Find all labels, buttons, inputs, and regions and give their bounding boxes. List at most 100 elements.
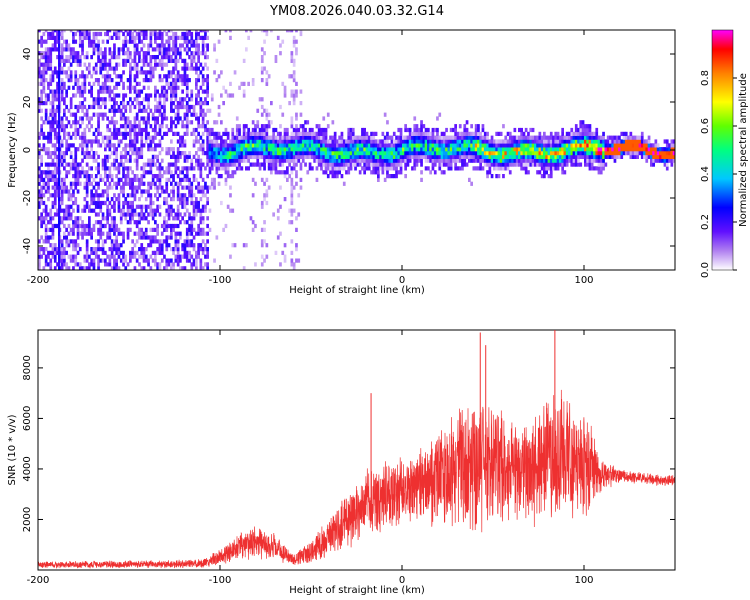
heatmap-cell [579,154,583,159]
heatmap-cell [101,239,105,244]
heatmap-cell [624,131,628,136]
heatmap-cell [518,151,521,156]
heatmap-cell [301,154,305,159]
heatmap-cell [158,43,162,48]
heatmap-cell [115,35,118,40]
heatmap-cell [38,58,41,63]
heatmap-cell [190,35,194,40]
heatmap-cell [254,147,257,152]
heatmap-cell [90,247,93,252]
heatmap-cell [217,104,221,110]
heatmap-cell [115,81,118,86]
heatmap-cell [44,239,48,244]
heatmap-cell [260,162,264,167]
heatmap-cell [165,47,169,52]
heatmap-cell [372,166,376,171]
heatmap-cell [201,204,205,209]
heatmap-cell [129,35,132,40]
heatmap-cell [172,66,175,71]
heatmap-cell [188,181,191,186]
heatmap-cell [85,185,89,190]
heatmap-cell [42,250,46,255]
heatmap-cell [584,143,587,148]
heatmap-cell [201,143,205,148]
heatmap-cell [477,127,480,133]
heatmap-cell [590,162,594,167]
heatmap-cell [197,120,200,125]
heatmap-cell [254,135,257,140]
heatmap-cell [106,235,109,240]
heatmap-cell [588,151,592,156]
heatmap-cell [190,254,194,259]
heatmap-cell [83,62,87,67]
heatmap-cell [611,135,614,140]
heatmap-cell [124,30,128,33]
heatmap-cell [247,147,250,152]
heatmap-cell [354,166,357,171]
heatmap-cell [83,131,87,136]
heatmap-cell [49,74,53,79]
heatmap-cell [81,70,84,75]
heatmap-cell [361,154,364,159]
heatmap-cell [63,216,66,221]
heatmap-cell [85,162,89,167]
heatmap-cell [69,204,73,209]
heatmap-cell [283,174,287,179]
heatmap-cell [51,185,55,190]
heatmap-cell [67,239,71,244]
heatmap-cell [135,81,139,86]
heatmap-cell [170,197,173,202]
heatmap-cell [44,174,48,179]
heatmap-cell [129,181,132,186]
heatmap-cell [645,143,649,148]
heatmap-cell [58,120,61,125]
heatmap-cell [65,266,68,270]
heatmap-cell [670,151,674,156]
heatmap-cell [226,204,230,209]
heatmap-cell [44,181,48,186]
heatmap-cell [94,166,98,171]
heatmap-cell [142,254,146,259]
heatmap-cell [104,143,107,148]
heatmap-cell [165,81,169,86]
heatmap-cell [195,158,198,163]
heatmap-cell [85,181,89,186]
heatmap-cell [151,212,155,217]
heatmap-cell [133,62,137,67]
heatmap-cell [506,139,510,144]
heatmap-cell [151,127,155,133]
heatmap-cell [597,151,601,156]
heatmap-cell [204,166,207,171]
heatmap-cell [85,250,89,255]
heatmap-cell [547,135,551,140]
heatmap-cell [472,135,476,140]
heatmap-cell [349,135,353,140]
heatmap-cell [172,208,175,213]
heatmap-cell [81,101,84,106]
heatmap-cell [215,170,219,175]
heatmap-cell [195,47,198,52]
heatmap-cell [135,124,139,129]
heatmap-cell [540,143,544,148]
heatmap-cell [620,139,624,144]
heatmap-cell [374,166,378,171]
heatmap-cell [49,101,53,106]
heatmap-cell [290,93,294,98]
heatmap-cell [183,204,187,209]
heatmap-cell [94,47,98,52]
heatmap-cell [226,131,230,136]
heatmap-cell [154,55,157,60]
heatmap-cell [124,39,128,44]
heatmap-cell [242,131,246,136]
heatmap-cell [44,262,48,267]
heatmap-cell [520,131,523,136]
heatmap-cell [69,258,73,263]
heatmap-cell [108,154,112,159]
heatmap-cell [110,220,114,225]
heatmap-cell [83,254,87,259]
heatmap-cell [513,158,517,163]
heatmap-cell [140,227,144,232]
heatmap-cell [465,143,469,148]
heatmap-cell [292,139,296,144]
heatmap-cell [210,97,214,102]
